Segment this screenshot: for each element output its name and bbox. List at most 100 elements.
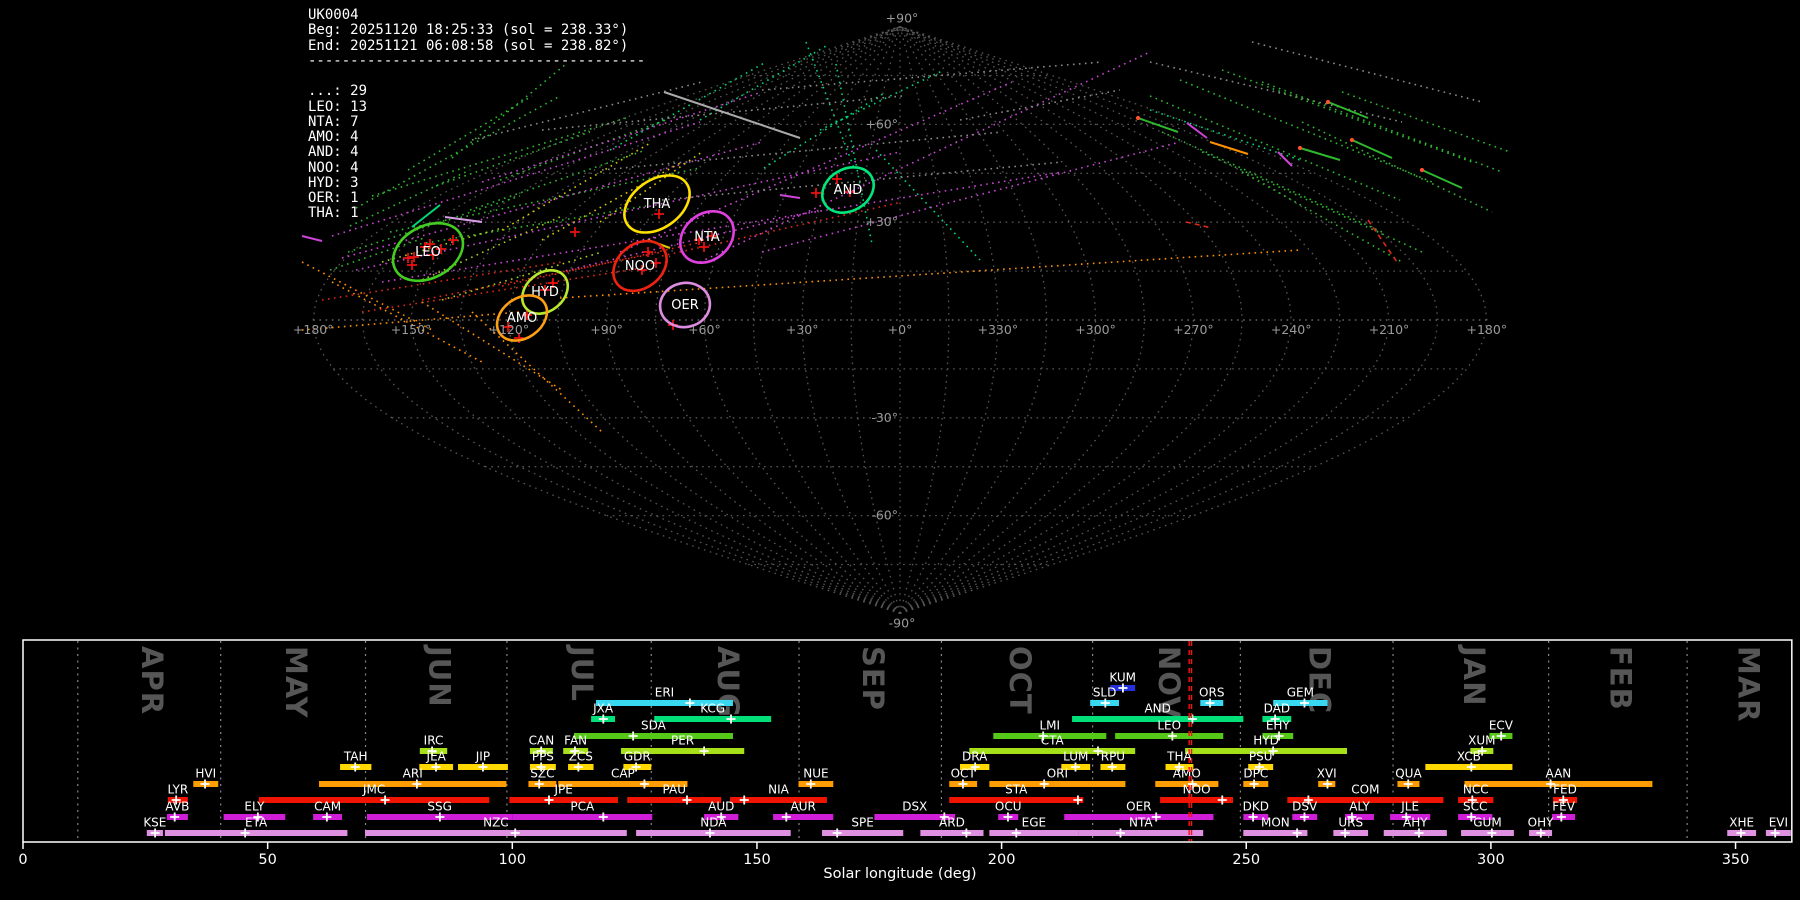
shower-code-label: STA xyxy=(1005,783,1028,797)
shower-bar-PSU: PSU xyxy=(1248,750,1274,772)
ellipse-label: THA xyxy=(643,197,671,212)
peak-marker xyxy=(961,828,971,838)
month-label-OCT: OCT xyxy=(1003,646,1037,715)
month-label-SEP: SEP xyxy=(856,646,890,711)
meteor-trail xyxy=(1221,69,1473,163)
shower-bar-GDR: GDR xyxy=(623,750,652,772)
activity-bar xyxy=(822,830,904,836)
peak-marker xyxy=(598,714,608,724)
ellipse-outline xyxy=(623,174,691,234)
peak-marker xyxy=(628,731,638,741)
activity-bar xyxy=(969,748,1136,754)
shower-bar-AAN: AAN xyxy=(1464,767,1653,789)
activity-bar xyxy=(1345,814,1374,820)
shower-bar-SCC: SCC xyxy=(1458,800,1493,822)
shower-code-label: AUR xyxy=(791,800,816,814)
shower-code-label: ARD xyxy=(939,816,965,830)
shower-code-label: DKD xyxy=(1243,800,1269,814)
meteor-trail xyxy=(1179,79,1433,183)
meteor-trail xyxy=(381,227,503,263)
axis-tick-label: 100 xyxy=(498,852,526,868)
shower-bar-CTA: CTA xyxy=(969,734,1136,756)
ellipse-label: NOO xyxy=(625,259,655,274)
shower-code-label: XVI xyxy=(1317,767,1337,781)
meteor-trail xyxy=(663,91,801,139)
meteor-trail xyxy=(361,267,643,313)
shower-code-label: NUE xyxy=(803,767,828,781)
meteor-trail xyxy=(699,45,827,121)
radiant-cross xyxy=(428,250,438,260)
shower-code-label: LMI xyxy=(1040,719,1061,733)
shower-row-yellowgreen: IRC CAN FAN PER CTA HYD XUM xyxy=(419,734,1496,756)
peak-marker xyxy=(1487,828,1497,838)
peak-marker xyxy=(685,698,695,708)
peak-marker xyxy=(1322,779,1332,789)
ellipse-label: OER xyxy=(671,298,698,313)
peak-marker xyxy=(1770,828,1780,838)
shower-bar-PAU: PAU xyxy=(627,783,722,805)
peak-marker xyxy=(570,746,580,756)
meteor-trail xyxy=(341,141,763,259)
peak-marker xyxy=(832,828,842,838)
peak-marker xyxy=(1187,779,1197,789)
shower-bar-GEM: GEM xyxy=(1273,686,1328,708)
shower-code-label: COM xyxy=(1351,783,1379,797)
shower-bar-JEA: JEA xyxy=(419,750,454,772)
axis-tick-label: 300 xyxy=(1477,852,1505,868)
lon-label: +90° xyxy=(590,322,623,337)
shower-code-label: JMC xyxy=(362,783,385,797)
peak-marker xyxy=(639,779,649,789)
shower-bar-AMO: AMO xyxy=(1155,767,1219,789)
shower-bar-NZC: NZC xyxy=(365,816,627,838)
shower-code-label: CAN xyxy=(529,734,555,748)
shower-code-label: PER xyxy=(671,734,694,748)
activity-bar xyxy=(773,814,834,820)
meteor-trail xyxy=(441,251,603,301)
peak-marker xyxy=(1116,828,1125,838)
meteor-trail xyxy=(321,261,563,301)
peak-marker xyxy=(1292,828,1302,838)
meteor-trail xyxy=(805,41,855,169)
shower-row-magenta: AVB ELY CAM SSG PCA AUD AUR DSX OCU OER DKD DSV ALY J… xyxy=(165,800,1576,822)
shower-bar-STA: STA xyxy=(949,783,1084,805)
peak-marker xyxy=(1174,762,1184,772)
peak-marker xyxy=(1107,762,1117,772)
shower-row-yellow: TAH JEA JIP PPS ZCS GDR DRA LUM RPU THA PSU XCB xyxy=(340,750,1513,772)
peak-marker xyxy=(1546,779,1556,789)
shower-bar-AVB: AVB xyxy=(165,800,189,822)
peak-marker xyxy=(1467,795,1477,805)
radiant-cross xyxy=(811,188,821,198)
shower-code-label: PSU xyxy=(1249,750,1273,764)
shower-bar-URS: URS xyxy=(1333,816,1369,838)
peak-marker xyxy=(1270,714,1280,724)
activity-bar xyxy=(989,830,1079,836)
meteor-trail xyxy=(501,141,653,231)
lon-label: +150° xyxy=(391,322,432,337)
peak-marker xyxy=(1401,812,1411,822)
shower-bar-JIP: JIP xyxy=(457,750,508,772)
shower-code-label: EVI xyxy=(1769,816,1788,830)
meteor-trail xyxy=(1161,131,1383,233)
peak-marker xyxy=(1003,812,1013,822)
shower-bar-AUD: AUD xyxy=(704,800,739,822)
shower-bar-AND: AND xyxy=(1072,702,1244,724)
peak-marker xyxy=(1347,812,1357,822)
peak-marker xyxy=(1254,762,1264,772)
peak-marker xyxy=(1038,731,1048,741)
shower-code-label: CAM xyxy=(314,800,341,814)
shower-bar-RPU: RPU xyxy=(1100,750,1126,772)
meteor-trail xyxy=(1251,41,1483,103)
radiant-cross xyxy=(845,187,855,197)
shower-bar-HYD: HYD xyxy=(1185,734,1348,756)
meteor-trail xyxy=(1201,151,1423,253)
peak-marker xyxy=(1477,746,1487,756)
shower-bar-THA: THA xyxy=(1165,750,1194,772)
shower-bar-EVI: EVI xyxy=(1765,816,1791,838)
meteor-trail xyxy=(875,149,981,261)
shower-code-label: DSV xyxy=(1292,800,1318,814)
map-meridian xyxy=(899,26,1048,614)
shower-bar-EHY: EHY xyxy=(1262,719,1294,741)
shower-code-label: LEO xyxy=(1157,719,1181,733)
shower-bar-SZC: SZC xyxy=(528,767,557,789)
shower-bar-LMI: LMI xyxy=(993,719,1107,741)
